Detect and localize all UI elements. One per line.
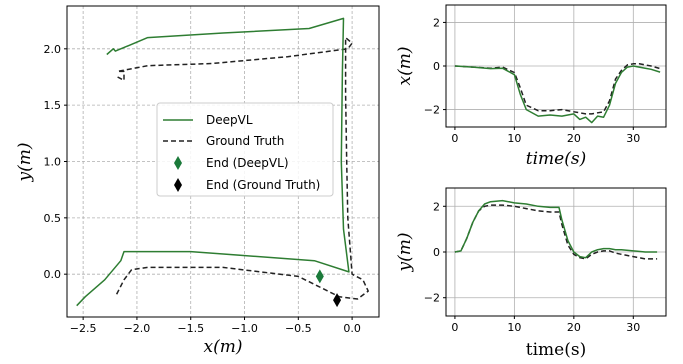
- x-tick-label: 10: [507, 132, 521, 145]
- x-tick-label: 0: [451, 321, 458, 334]
- end-deepvl-marker: [315, 269, 324, 284]
- x-time-x-axis-label: time(s): [526, 149, 586, 169]
- legend-end-deepvl-marker: [174, 156, 182, 170]
- deepvl-series-line: [454, 199, 658, 259]
- trajectory-plot: −2.5 −2.0 −1.5 −1.0 −0.5 0.0 0.0 0.5 1.0 1.5 2.0 x…: [15, 5, 380, 357]
- end-ground-truth-marker: [333, 293, 342, 308]
- ground-truth-series-line: [454, 63, 661, 115]
- trajectory-legend: DeepVL Ground Truth End (DeepVL) End (Gr…: [156, 102, 334, 197]
- y-time-plot: 0 10 20 30 −2 0 2 time(s) y(m): [395, 187, 667, 360]
- trajectory-plot-frame: [66, 5, 380, 318]
- x-tick-label: 0.0: [343, 322, 361, 335]
- y-tick-label: 0: [433, 60, 440, 73]
- x-tick-label: 30: [626, 321, 640, 334]
- trajectory-y-axis-label: y(m): [15, 143, 35, 183]
- y-tick-label: 0.0: [44, 268, 62, 281]
- x-tick-label: −1.5: [177, 322, 204, 335]
- trajectory-x-axis-label: x(m): [204, 337, 243, 357]
- y-time-y-axis-label: y(m): [395, 233, 415, 273]
- y-tick-label: 0: [433, 246, 440, 259]
- y-tick-label: 0.5: [44, 212, 62, 225]
- legend-ground-truth-label: Ground Truth: [206, 134, 284, 148]
- y-time-plot-frame: [445, 187, 667, 317]
- x-tick-label: 20: [567, 132, 581, 145]
- x-tick-label: 10: [507, 321, 521, 334]
- x-time-plot: 0 10 20 30 −2 0 2 time(s) x(m): [395, 4, 667, 169]
- x-time-y-axis-label: x(m): [395, 47, 415, 86]
- x-tick-label: −2.0: [124, 322, 151, 335]
- legend-end-ground-truth-marker: [174, 178, 182, 192]
- y-tick-label: 1.5: [44, 99, 62, 112]
- legend-end-ground-truth-label: End (Ground Truth): [206, 178, 320, 192]
- x-tick-label: −0.5: [285, 322, 312, 335]
- y-tick-label: 2: [433, 16, 440, 29]
- legend-deepvl-label: DeepVL: [206, 113, 253, 127]
- ground-truth-series-line: [114, 36, 369, 300]
- deepvl-series-line: [454, 65, 661, 124]
- y-tick-label: 1.0: [44, 156, 62, 169]
- x-tick-label: 0: [451, 132, 458, 145]
- x-tick-label: −2.5: [70, 322, 97, 335]
- x-tick-label: 30: [626, 132, 640, 145]
- y-tick-label: 2: [433, 200, 440, 213]
- legend-end-deepvl-label: End (DeepVL): [206, 156, 289, 170]
- y-tick-label: −2: [424, 292, 440, 305]
- y-tick-label: 2.0: [44, 43, 62, 56]
- y-tick-label: −2: [424, 104, 440, 117]
- legend-box: [156, 102, 334, 197]
- x-tick-label: −1.0: [231, 322, 258, 335]
- y-time-x-axis-label: time(s): [526, 340, 586, 360]
- x-tick-label: 20: [567, 321, 581, 334]
- deepvl-series-line: [76, 17, 350, 307]
- x-time-plot-frame: [445, 4, 667, 128]
